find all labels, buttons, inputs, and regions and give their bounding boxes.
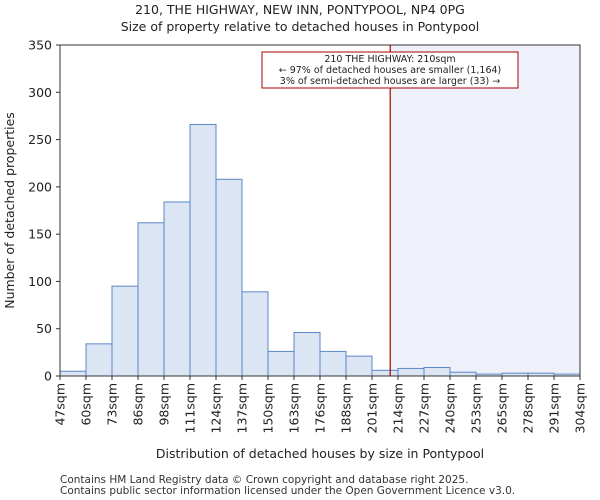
x-tick-label: 137sqm xyxy=(235,383,250,433)
x-tick-label: 304sqm xyxy=(573,383,588,433)
x-tick-label: 214sqm xyxy=(391,383,406,433)
bar xyxy=(241,291,269,377)
bar xyxy=(85,343,113,377)
y-tick-label: 200 xyxy=(28,179,52,194)
x-tick-label: 188sqm xyxy=(339,383,354,433)
x-tick-label: 60sqm xyxy=(79,383,94,426)
bar xyxy=(215,178,243,377)
bar xyxy=(449,371,477,377)
x-tick-label: 227sqm xyxy=(417,383,432,433)
x-tick-label: 98sqm xyxy=(157,383,172,426)
bar xyxy=(293,331,321,377)
x-tick-label: 291sqm xyxy=(547,383,562,433)
annotation-line: ← 97% of detached houses are smaller (1,… xyxy=(279,65,502,76)
y-tick-label: 250 xyxy=(28,132,52,147)
annotation-line: 3% of semi-detached houses are larger (3… xyxy=(280,76,500,87)
y-tick-label: 50 xyxy=(36,321,52,336)
x-tick-label: 240sqm xyxy=(443,383,458,433)
y-axis-title: Number of detached properties xyxy=(2,112,17,309)
bar xyxy=(371,369,399,377)
x-tick-label: 150sqm xyxy=(261,383,276,433)
y-tick-label: 100 xyxy=(28,274,52,289)
bar xyxy=(267,350,295,377)
highlight-region xyxy=(390,45,580,376)
bar xyxy=(59,370,87,377)
annotation-box xyxy=(261,51,519,89)
bar xyxy=(137,222,165,377)
bar xyxy=(397,367,425,377)
bar xyxy=(345,355,373,377)
footer-copyright-line: Contains HM Land Registry data © Crown c… xyxy=(60,474,469,486)
bar xyxy=(111,285,139,377)
x-tick-label: 265sqm xyxy=(495,383,510,433)
x-tick-label: 86sqm xyxy=(131,383,146,426)
bar xyxy=(189,123,217,377)
x-axis-title: Distribution of detached houses by size … xyxy=(156,446,484,461)
y-tick-label: 0 xyxy=(44,369,52,384)
x-tick-label: 278sqm xyxy=(521,383,536,433)
bar xyxy=(163,201,191,377)
y-tick-label: 350 xyxy=(28,38,52,53)
annotation-line: 210 THE HIGHWAY: 210sqm xyxy=(324,54,455,65)
x-tick-label: 111sqm xyxy=(183,383,198,433)
x-tick-label: 253sqm xyxy=(469,383,484,433)
y-tick-label: 150 xyxy=(28,227,52,242)
bar xyxy=(423,366,451,377)
histogram-chart: 0 50 100 150 200 250 300 350 47sqm 60sqm 73sqm 86sq… xyxy=(2,38,588,462)
y-tick-label: 300 xyxy=(28,85,52,100)
footer-licence-line: Contains public sector information licen… xyxy=(60,485,516,497)
x-tick-label: 73sqm xyxy=(105,383,120,426)
chart-subtitle: Size of property relative to detached ho… xyxy=(120,19,480,34)
x-tick-label: 47sqm xyxy=(53,383,68,426)
x-tick-label: 124sqm xyxy=(209,383,224,433)
chart-title: 210, THE HIGHWAY, NEW INN, PONTYPOOL, NP… xyxy=(135,2,465,17)
x-tick-label: 176sqm xyxy=(313,383,328,433)
bar xyxy=(319,350,347,377)
x-tick-label: 201sqm xyxy=(365,383,380,433)
x-tick-label: 163sqm xyxy=(287,383,302,433)
